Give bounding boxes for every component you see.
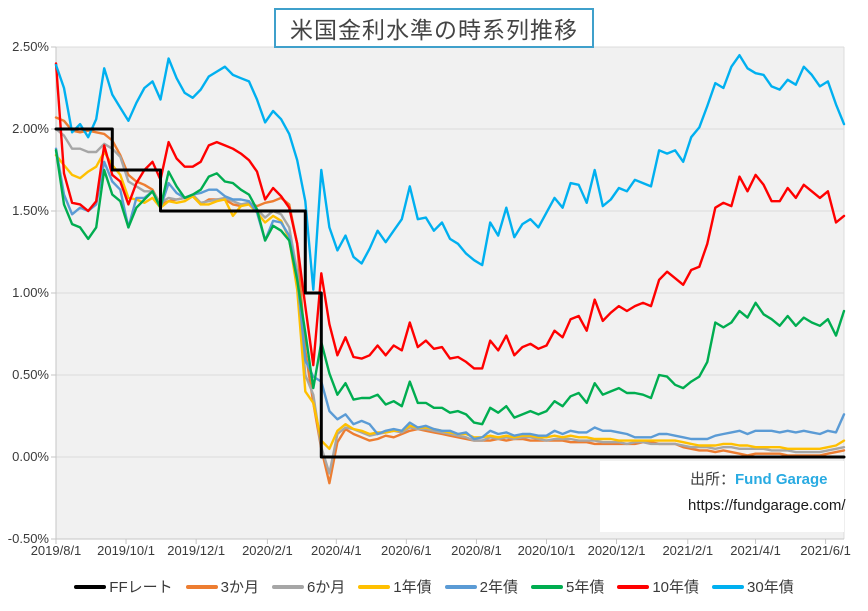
y-axis-label: 0.00% [12, 449, 49, 464]
x-axis-label: 2021/4/1 [730, 543, 781, 558]
legend-item-1: 3か月 [185, 576, 259, 597]
source-attribution: 出所：Fund Garage https://fundgarage.com/ [688, 467, 846, 519]
source-prefix: 出所： [690, 471, 736, 488]
x-axis-label: 2020/8/1 [451, 543, 502, 558]
legend-swatch [444, 584, 477, 589]
x-axis-label: 2021/6/1 [800, 543, 851, 558]
x-axis-label: 2020/10/1 [517, 543, 576, 558]
legend-label: FFレート [109, 579, 173, 596]
legend-label: 2年債 [479, 579, 518, 596]
legend-label: 5年債 [565, 579, 605, 596]
legend-item-2: 6か月 [271, 576, 346, 597]
source-url: https://fundgarage.com/ [688, 497, 846, 514]
legend-swatch [74, 584, 107, 589]
legend: FFレート 3か月 6か月 1年債 2年債 5年債 10年債 30年債 [0, 576, 868, 597]
x-axis-label: 2020/4/1 [310, 543, 362, 558]
y-axis-label: -0.50% [7, 531, 49, 546]
legend-label: 3か月 [220, 579, 259, 596]
legend-swatch [271, 584, 304, 589]
y-axis-label: 2.50% [12, 39, 49, 54]
x-axis-label: 2019/10/1 [97, 543, 155, 558]
source-line: 出所：Fund Garage [688, 467, 846, 493]
y-axis-label: 0.50% [12, 367, 49, 382]
legend-item-0: FFレート [74, 576, 173, 597]
legend-item-4: 2年債 [444, 576, 518, 597]
legend-item-7: 30年債 [712, 576, 794, 597]
series-line-FFレート [54, 127, 846, 459]
legend-label: 6か月 [306, 579, 346, 596]
legend-item-6: 10年債 [617, 576, 699, 597]
legend-item-3: 1年債 [358, 576, 432, 597]
y-axis-label: 1.00% [12, 285, 49, 300]
chart-title: 米国金利水準の時系列推移 [274, 8, 594, 48]
legend-swatch [185, 584, 218, 589]
series-line-1年債 [54, 150, 846, 450]
legend-swatch [712, 584, 745, 589]
x-axis-label: 2020/12/1 [587, 543, 646, 558]
x-axis-label: 2020/2/1 [242, 543, 293, 558]
x-axis-label: 2020/6/1 [381, 543, 432, 558]
legend-swatch [617, 584, 650, 589]
legend-label: 30年債 [747, 579, 794, 596]
legend-label: 10年債 [652, 579, 700, 596]
series-line-5年債 [54, 149, 846, 426]
legend-swatch [358, 584, 391, 589]
legend-label: 1年債 [393, 579, 432, 596]
series-line-30年債 [54, 54, 846, 291]
legend-item-5: 5年債 [530, 576, 605, 597]
x-axis-label: 2019/8/1 [30, 543, 82, 558]
y-axis-label: 1.50% [12, 203, 49, 218]
series-line-10年債 [54, 62, 846, 370]
legend-swatch [530, 584, 563, 589]
source-backdrop [600, 461, 844, 532]
x-axis-label: 2019/12/1 [167, 543, 226, 558]
y-axis-label: 2.00% [12, 121, 49, 136]
x-axis-label: 2021/2/1 [662, 543, 714, 558]
source-name: Fund Garage [735, 471, 828, 488]
